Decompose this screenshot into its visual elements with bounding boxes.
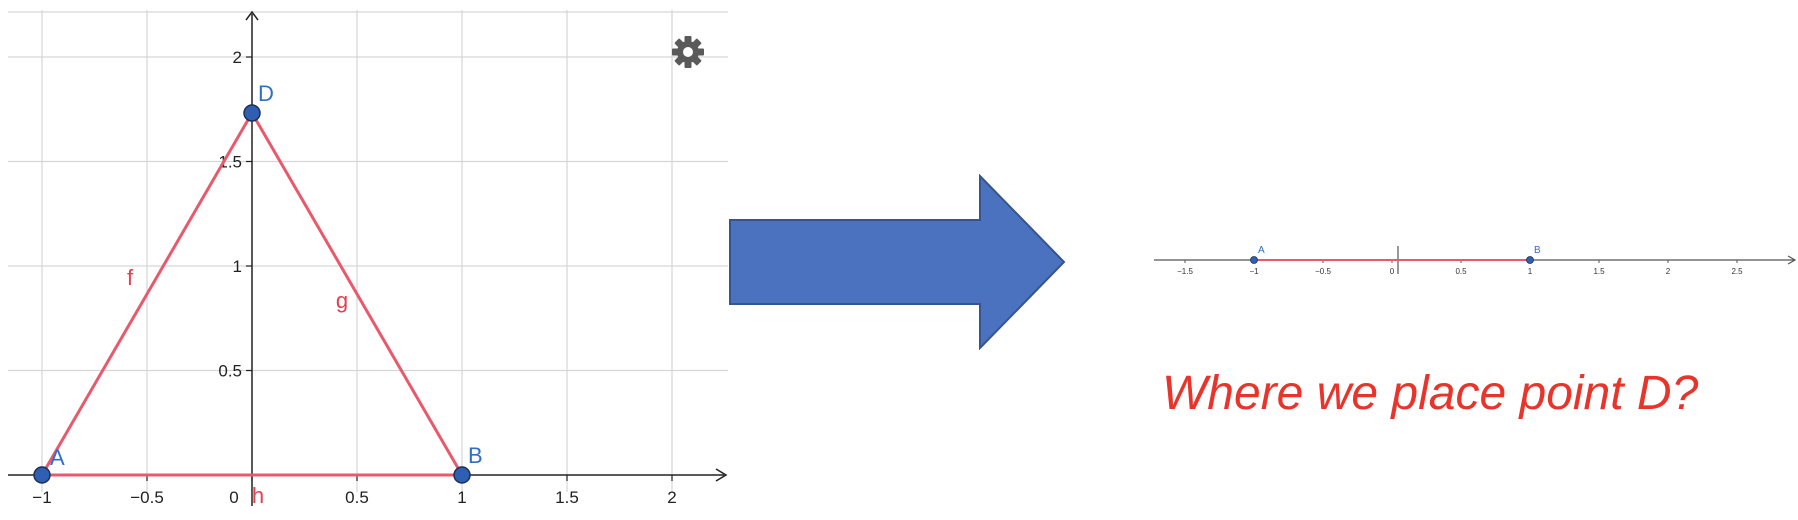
right-arrow-shape <box>729 174 1066 350</box>
y-tick-label: 2 <box>233 48 242 67</box>
number-line-arrowhead <box>1787 255 1797 265</box>
y-tick-label: 1.5 <box>218 153 242 172</box>
point-label-B: B <box>1534 245 1541 256</box>
point-A[interactable] <box>1250 256 1258 264</box>
x-tick-label: 0 <box>229 488 238 507</box>
question-text: Where we place point D? <box>1162 367 1699 420</box>
point-label-D: D <box>258 81 274 106</box>
tick-label: 0.5 <box>1455 267 1467 276</box>
segments: f g h <box>40 112 464 508</box>
y-tick-label: 0.5 <box>218 362 242 381</box>
tick-label: 1.5 <box>1593 267 1605 276</box>
tick-label: 2 <box>1666 267 1671 276</box>
segment-label-g: g <box>336 288 348 313</box>
point-label-A: A <box>1258 245 1265 256</box>
x-tick-label: 1.5 <box>555 488 579 507</box>
segment-g[interactable] <box>250 112 464 476</box>
point-B[interactable] <box>453 466 471 484</box>
x-tick-label: 0.5 <box>345 488 369 507</box>
points[interactable]: A B D <box>33 81 483 484</box>
x-tick-label: −0.5 <box>130 488 164 507</box>
point-B[interactable] <box>1526 256 1534 264</box>
arrow-body <box>729 174 1066 350</box>
grid <box>8 10 728 492</box>
gear-icon[interactable] <box>672 36 704 68</box>
y-axis-arrowhead <box>245 10 259 21</box>
tick-labels: −1.5 −1 −0.5 0 0.5 1 1.5 2 2.5 <box>1177 267 1743 276</box>
x-tick-label: −1 <box>32 488 51 507</box>
x-tick-label: 1 <box>457 488 466 507</box>
point-A[interactable] <box>33 466 51 484</box>
segment-label-h: h <box>252 483 264 508</box>
tick-label: −0.5 <box>1315 267 1331 276</box>
tick-label: 1 <box>1528 267 1533 276</box>
axes <box>8 10 728 506</box>
x-axis-arrowhead <box>715 468 728 482</box>
segment-label-f: f <box>127 265 134 290</box>
point-D[interactable] <box>243 104 261 122</box>
y-tick-label: 1 <box>233 257 242 276</box>
segment-f[interactable] <box>40 112 254 476</box>
tick-label: −1.5 <box>1177 267 1193 276</box>
tick-label: 0 <box>1390 267 1395 276</box>
tick-label: 2.5 <box>1731 267 1743 276</box>
tick-label: −1 <box>1249 267 1259 276</box>
geometry-graph: −1 −0.5 0 0.5 1 1.5 2 0.5 1 1.5 2 f g h A B D <box>8 10 728 508</box>
tick-labels: −1 −0.5 0 0.5 1 1.5 2 0.5 1 1.5 2 <box>32 48 676 507</box>
point-label-A: A <box>50 445 65 470</box>
point-label-B: B <box>468 443 483 468</box>
x-tick-label: 2 <box>667 488 676 507</box>
